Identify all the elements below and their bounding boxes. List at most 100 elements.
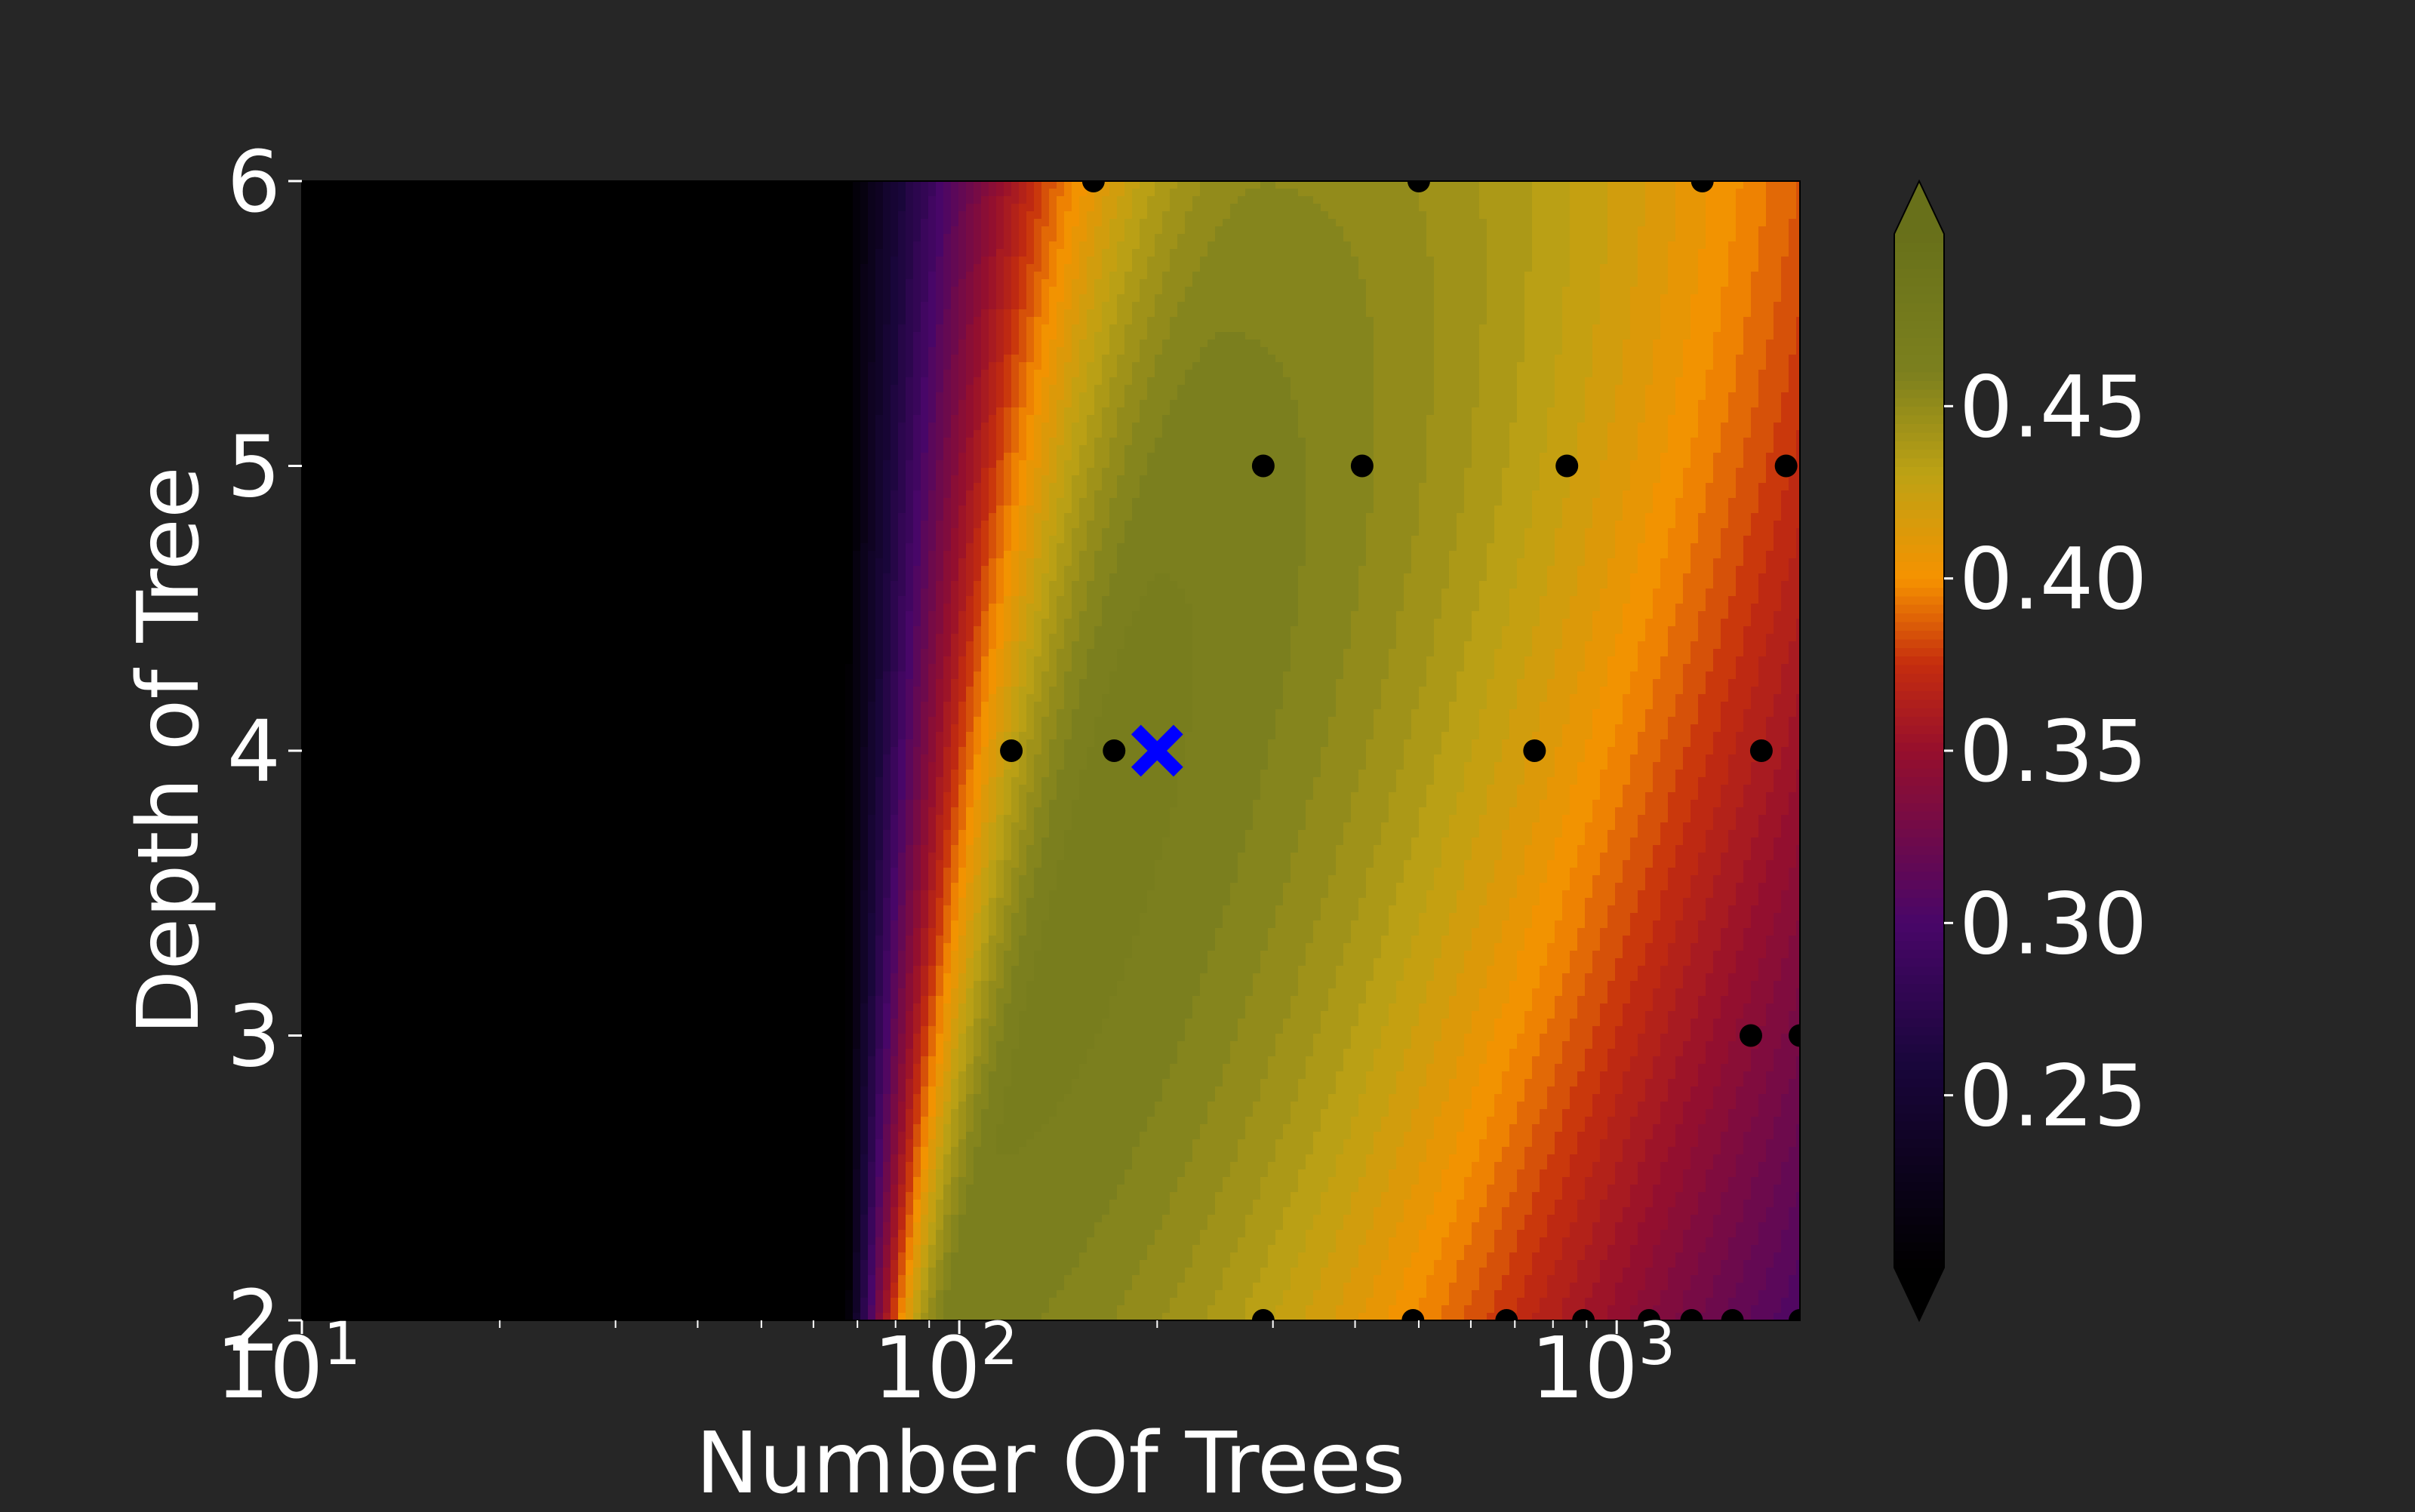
- sample-point: [1691, 170, 1714, 192]
- colorbar-band: [1894, 1147, 1944, 1156]
- x-axis-label: Number Of Trees: [696, 1415, 1405, 1509]
- colorbar-band: [1894, 906, 1944, 915]
- colorbar-band: [1894, 596, 1944, 605]
- colorbar-band: [1894, 536, 1944, 545]
- colorbar-band: [1894, 1199, 1944, 1208]
- colorbar-band: [1894, 1182, 1944, 1191]
- y-tick-label: 2: [227, 1273, 281, 1371]
- colorbar-band: [1894, 1250, 1944, 1259]
- colorbar-band: [1894, 544, 1944, 553]
- colorbar-band: [1894, 914, 1944, 923]
- colorbar-band: [1894, 552, 1944, 561]
- sample-point: [1740, 1025, 1762, 1047]
- colorbar-band: [1894, 1242, 1944, 1251]
- colorbar-band: [1894, 673, 1944, 682]
- colorbar-band: [1894, 742, 1944, 751]
- colorbar-band: [1894, 1000, 1944, 1010]
- colorbar-band: [1894, 811, 1944, 820]
- colorbar-band: [1894, 484, 1944, 493]
- colorbar-band: [1894, 1207, 1944, 1216]
- colorbar-band: [1894, 493, 1944, 502]
- colorbar-band: [1894, 828, 1944, 837]
- colorbar-band: [1894, 690, 1944, 699]
- colorbar-band: [1894, 733, 1944, 742]
- colorbar-band: [1894, 570, 1944, 579]
- colorbar-band: [1894, 656, 1944, 665]
- colorbar-band: [1894, 983, 1944, 992]
- colorbar-band: [1894, 466, 1944, 475]
- colorbar: 0.250.300.350.400.45: [1894, 181, 2147, 1320]
- colorbar-band: [1894, 622, 1944, 631]
- contour-surface: [302, 181, 1804, 1321]
- colorbar-band: [1894, 561, 1944, 570]
- colorbar-band: [1894, 320, 1944, 329]
- colorbar-band: [1894, 1216, 1944, 1225]
- colorbar-band: [1894, 329, 1944, 338]
- colorbar-band: [1894, 768, 1944, 777]
- sample-point: [1252, 1309, 1275, 1332]
- colorbar-band: [1894, 337, 1944, 346]
- colorbar-band: [1894, 819, 1944, 828]
- colorbar-band: [1894, 1078, 1944, 1087]
- colorbar-band: [1894, 406, 1944, 415]
- colorbar-band: [1894, 785, 1944, 794]
- colorbar-band: [1894, 630, 1944, 639]
- sample-point: [1680, 1309, 1703, 1332]
- colorbar-band: [1894, 992, 1944, 1001]
- colorbar-tick-label: 0.40: [1959, 531, 2147, 629]
- colorbar-band: [1894, 372, 1944, 381]
- colorbar-band: [1894, 1096, 1944, 1105]
- colorbar-band: [1894, 708, 1944, 717]
- colorbar-band: [1894, 1086, 1944, 1096]
- colorbar-band: [1894, 389, 1944, 398]
- colorbar-band: [1894, 398, 1944, 407]
- colorbar-band: [1894, 940, 1944, 949]
- y-axis-label: Depth of Tree: [120, 466, 218, 1035]
- colorbar-band: [1894, 1172, 1944, 1182]
- colorbar-extend-max: [1894, 181, 1944, 234]
- colorbar-band: [1894, 1121, 1944, 1130]
- colorbar-band: [1894, 889, 1944, 898]
- colorbar-band: [1894, 501, 1944, 510]
- sample-point: [1103, 739, 1125, 762]
- colorbar-band: [1894, 776, 1944, 785]
- colorbar-tick-label: 0.35: [1959, 703, 2147, 801]
- colorbar-band: [1894, 312, 1944, 321]
- colorbar-band: [1894, 294, 1944, 303]
- colorbar-band: [1894, 260, 1944, 269]
- colorbar-band: [1894, 458, 1944, 467]
- colorbar-band: [1894, 234, 1944, 243]
- y-tick-label: 4: [227, 703, 281, 801]
- colorbar-band: [1894, 759, 1944, 768]
- colorbar-band: [1894, 949, 1944, 958]
- colorbar-band: [1894, 1061, 1944, 1070]
- colorbar-band: [1894, 871, 1944, 880]
- colorbar-band: [1894, 1043, 1944, 1053]
- sample-point: [1401, 1309, 1424, 1332]
- colorbar-band: [1894, 346, 1944, 355]
- colorbar-band: [1894, 932, 1944, 941]
- colorbar-band: [1894, 725, 1944, 734]
- colorbar-band: [1894, 647, 1944, 656]
- colorbar-band: [1894, 897, 1944, 906]
- colorbar-band: [1894, 251, 1944, 260]
- colorbar-band: [1894, 269, 1944, 278]
- colorbar-band: [1894, 509, 1944, 518]
- colorbar-band: [1894, 1190, 1944, 1199]
- colorbar-tick-label: 0.25: [1959, 1048, 2147, 1146]
- colorbar-band: [1894, 862, 1944, 871]
- colorbar-tick-label: 0.30: [1959, 875, 2147, 973]
- colorbar-band: [1894, 1129, 1944, 1139]
- colorbar-band: [1894, 604, 1944, 613]
- colorbar-band: [1894, 518, 1944, 527]
- colorbar-band: [1894, 613, 1944, 622]
- colorbar-band: [1894, 363, 1944, 372]
- colorbar-band: [1894, 716, 1944, 725]
- x-tick-label: 102: [873, 1311, 1018, 1418]
- colorbar-band: [1894, 1156, 1944, 1165]
- colorbar-band: [1894, 639, 1944, 648]
- colorbar-band: [1894, 880, 1944, 889]
- sample-point: [1721, 1309, 1744, 1332]
- sample-point: [1252, 455, 1275, 478]
- sample-point: [1000, 739, 1023, 762]
